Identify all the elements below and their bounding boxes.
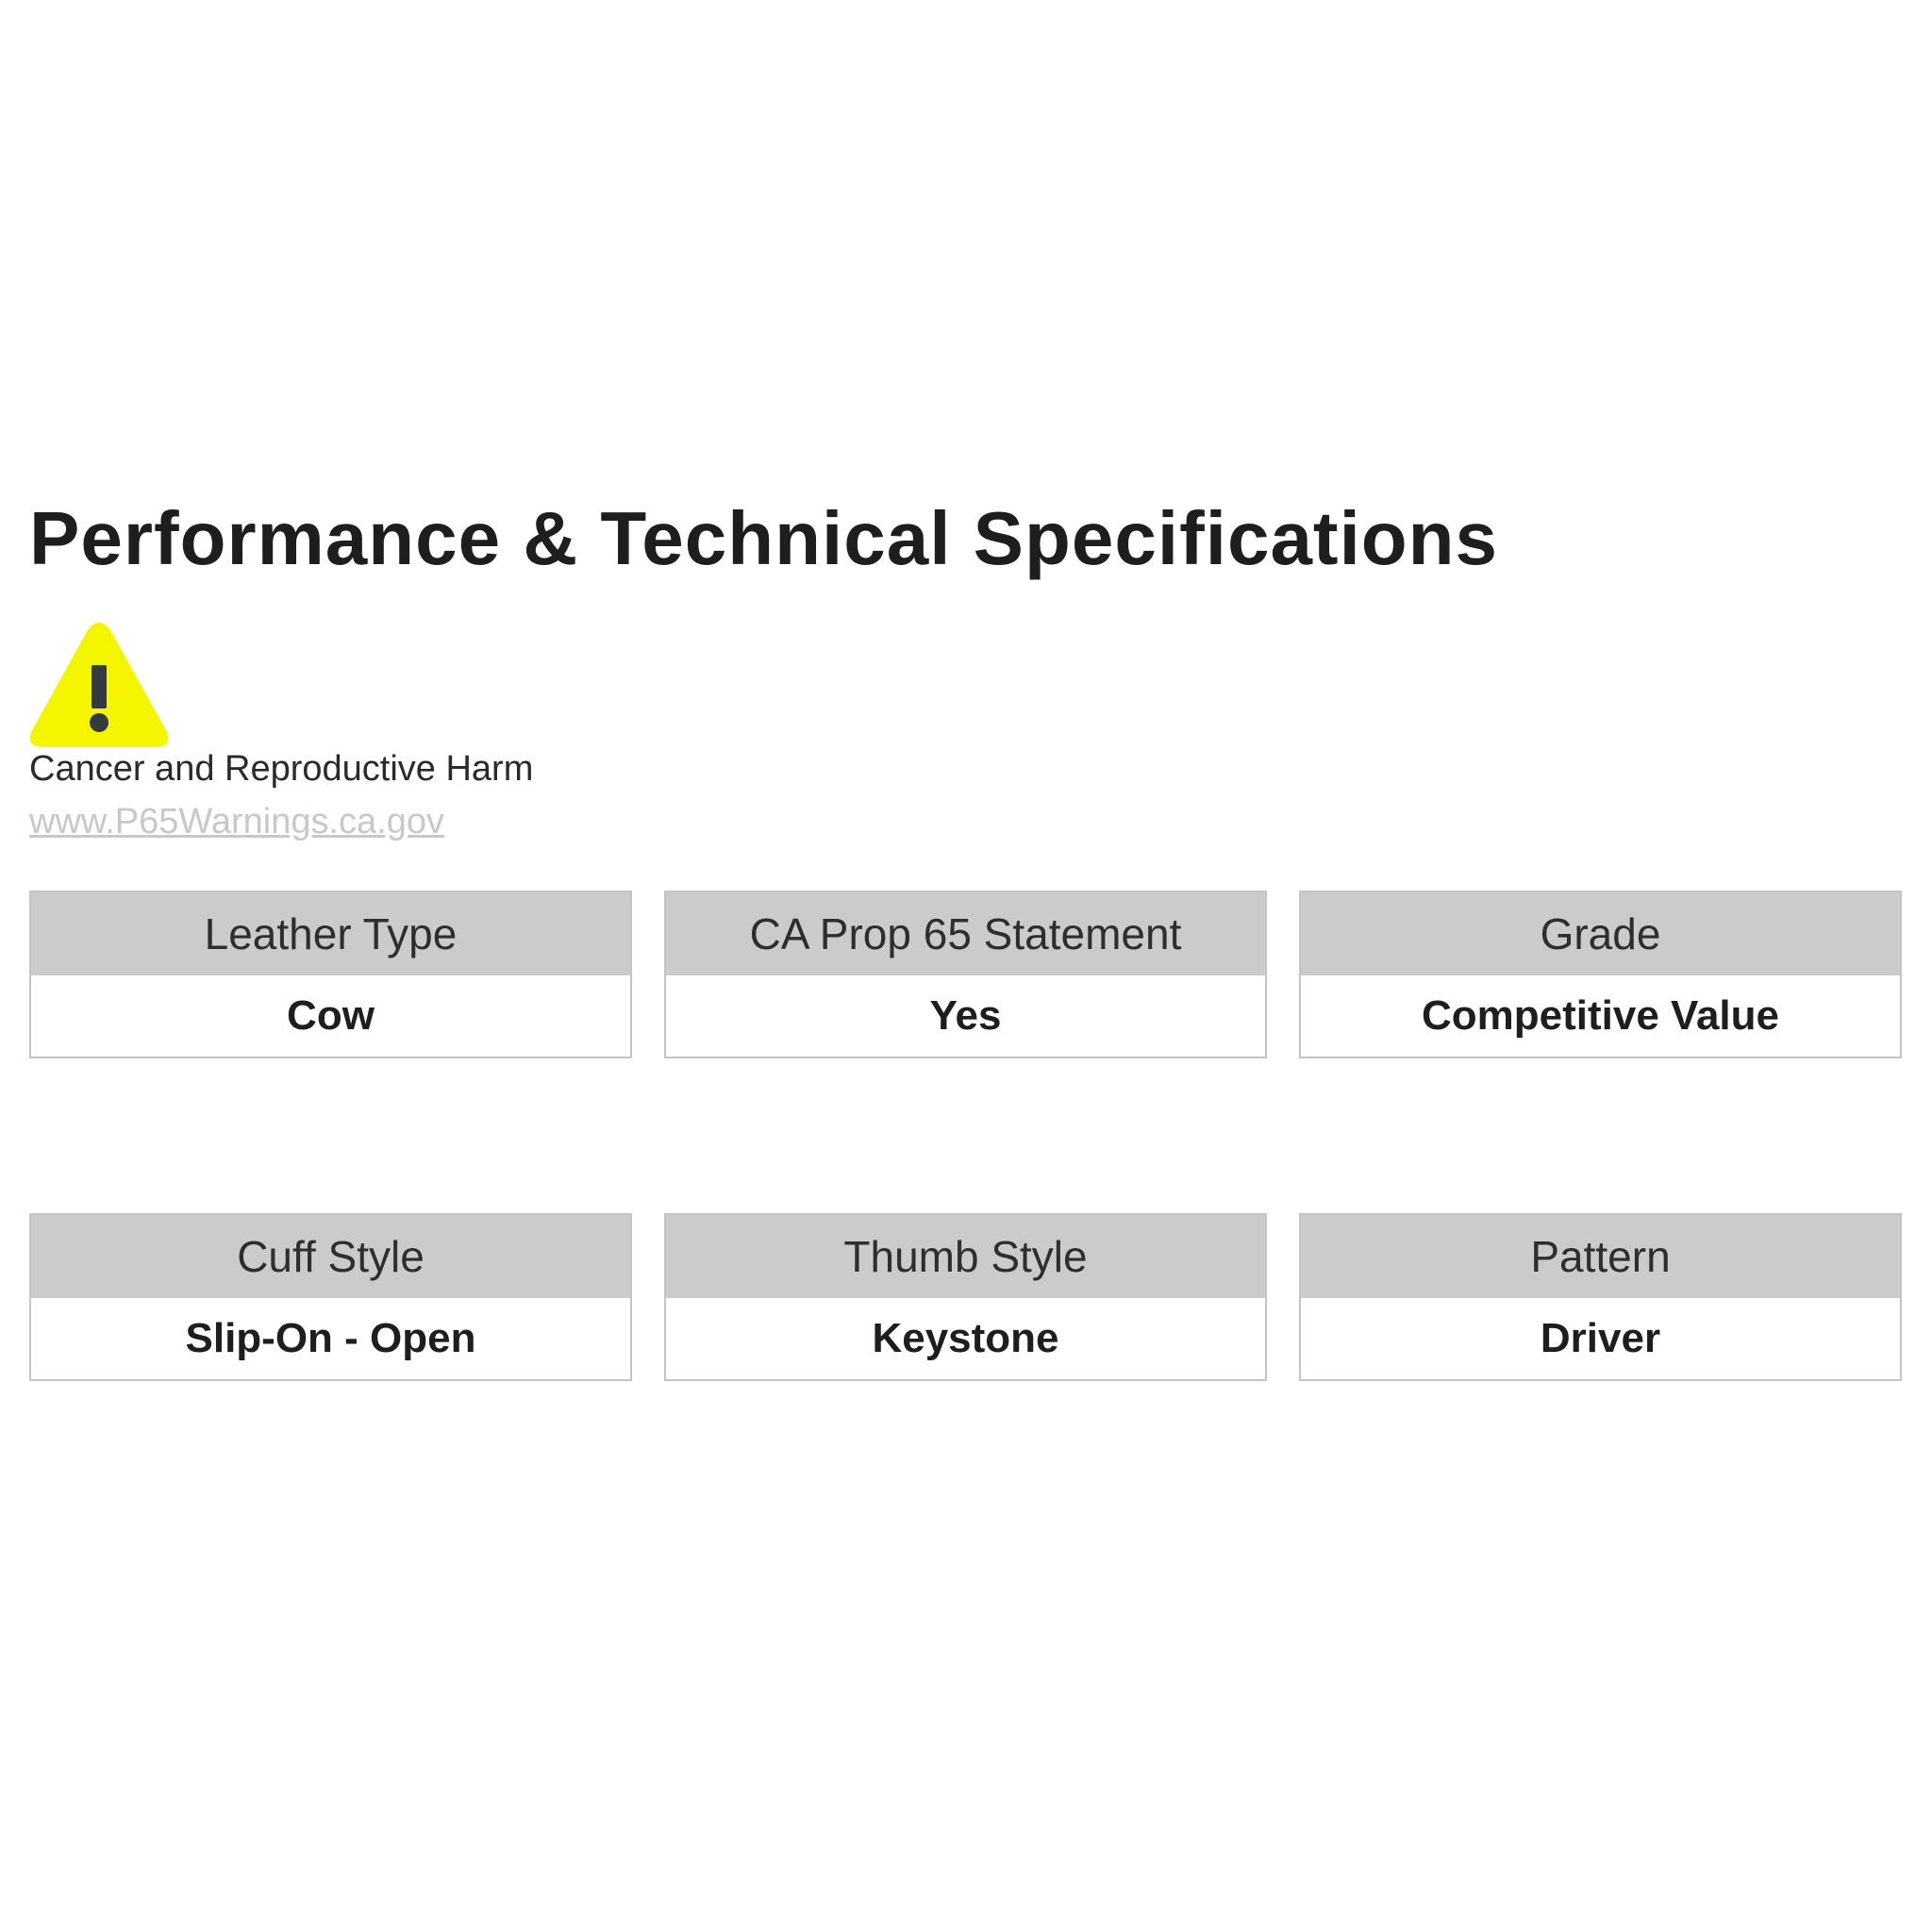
spec-label: CA Prop 65 Statement bbox=[666, 892, 1265, 975]
spec-value: Keystone bbox=[872, 1315, 1059, 1361]
spec-value: Yes bbox=[929, 992, 1002, 1039]
p65-warnings-link[interactable]: www.P65Warnings.ca.gov bbox=[29, 802, 445, 841]
warning-text: Cancer and Reproductive Harm bbox=[29, 749, 534, 789]
spec-ca-prop-65: CA Prop 65 Statement Yes bbox=[664, 891, 1267, 1058]
spec-thumb-style: Thumb Style Keystone bbox=[664, 1213, 1267, 1381]
spec-value: Competitive Value bbox=[1421, 992, 1779, 1039]
spec-label: Thumb Style bbox=[666, 1215, 1265, 1298]
spec-label: Grade bbox=[1301, 892, 1900, 975]
spec-value: Driver bbox=[1540, 1315, 1661, 1361]
spec-cuff-style: Cuff Style Slip-On - Open bbox=[29, 1213, 632, 1381]
spec-label: Pattern bbox=[1301, 1215, 1900, 1298]
spec-leather-type: Leather Type Cow bbox=[29, 891, 632, 1058]
spec-value: Cow bbox=[287, 992, 375, 1039]
spec-label: Leather Type bbox=[31, 892, 630, 975]
spec-grade: Grade Competitive Value bbox=[1299, 891, 1902, 1058]
warning-triangle-icon bbox=[29, 623, 169, 747]
spec-value: Slip-On - Open bbox=[185, 1315, 476, 1361]
spec-pattern: Pattern Driver bbox=[1299, 1213, 1902, 1381]
spec-label: Cuff Style bbox=[31, 1215, 630, 1298]
page-title: Performance & Technical Specifications bbox=[29, 496, 1499, 580]
